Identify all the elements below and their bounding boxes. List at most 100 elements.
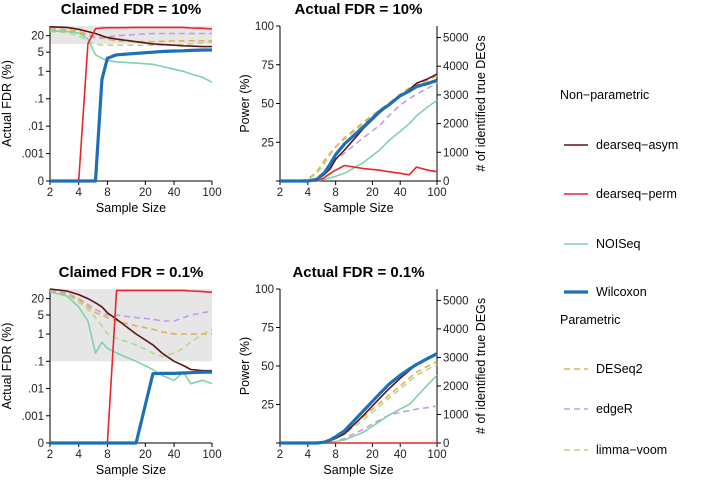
y-right-tick-label: 0: [443, 176, 449, 188]
legend: Non−parametric dearseq−asym dearseq−perm NO…: [560, 88, 678, 457]
x-tick-label: 8: [332, 449, 338, 461]
y-tick-label: .1: [34, 356, 44, 368]
x-tick-label: 2: [277, 449, 283, 461]
legend-item-label: DESeq2: [596, 362, 643, 376]
y-tick-label: 1: [38, 329, 44, 341]
y-right-tick-label: 2000: [443, 119, 469, 131]
x-tick-label: 40: [168, 187, 181, 199]
y-right-tick-label: 3000: [443, 352, 469, 364]
x-tick-label: 8: [104, 449, 110, 461]
x-axis-label: Sample Size: [323, 201, 393, 215]
series-line-Wilcoxon: [280, 78, 438, 183]
y-axis-label: Power (%): [238, 337, 252, 395]
y-right-tick-label: 0: [443, 438, 449, 450]
x-tick-label: 2: [47, 187, 53, 199]
y-axis-label: Actual FDR (%): [0, 323, 14, 410]
chart-panel-4: 2 4 8 20 40 100255075100010002000300040005000…: [238, 264, 488, 477]
y-tick-label: 5: [38, 47, 44, 59]
series-line-DESeq2: [49, 27, 212, 43]
x-tick-label: 4: [76, 187, 83, 199]
y-axis-label-right: # of identified true DEGs: [474, 35, 488, 171]
legend-item-label: dearseq−asym: [596, 138, 678, 152]
y-axis-label: Actual FDR (%): [0, 60, 14, 147]
series-line-edgeR: [49, 289, 213, 322]
series-line-Wilcoxon: [280, 352, 438, 445]
series-line-edgeR: [49, 30, 212, 40]
x-tick-label: 2: [47, 449, 53, 461]
x-tick-label: 20: [366, 449, 379, 461]
chart-panel-2: 2 4 8 20 40 100255075100010002000300040005000…: [238, 1, 488, 215]
y-tick-label: .01: [28, 384, 44, 396]
y-tick-label: 1: [38, 66, 44, 78]
x-tick-label: 20: [366, 187, 379, 199]
series-line-dearseq-asym: [49, 288, 212, 372]
y-tick-label: 0: [38, 438, 44, 450]
y-tick-label: 50: [261, 99, 274, 111]
x-tick-label: 100: [427, 187, 446, 199]
y-tick-label: 20: [31, 31, 44, 43]
series-line-dearseq-perm: [280, 164, 438, 182]
y-tick-label: 75: [261, 60, 274, 72]
y-right-tick-label: 4000: [443, 324, 469, 336]
legend-item-label: NOISeq: [596, 237, 641, 251]
y-tick-label: 25: [261, 137, 274, 149]
series-line-NOISeq: [49, 30, 213, 83]
x-tick-label: 8: [332, 187, 338, 199]
series-line-Wilcoxon: [50, 48, 212, 183]
series-line-dearseq-asym: [49, 26, 212, 48]
series-line-limma-voom: [49, 30, 213, 47]
x-tick-label: 4: [305, 187, 312, 199]
legend-group-title: Non−parametric: [560, 88, 649, 102]
y-tick-label: 75: [261, 323, 274, 335]
y-axis-label-right: # of identified true DEGs: [474, 298, 488, 434]
y-right-tick-label: 1000: [443, 409, 469, 421]
legend-item-label: edgeR: [596, 402, 633, 416]
x-tick-label: 8: [104, 187, 110, 199]
y-tick-label: 100: [255, 284, 274, 296]
y-tick-label: 5: [38, 310, 44, 322]
y-tick-label: 20: [31, 294, 44, 306]
series-line-NOISeq: [49, 291, 213, 385]
legend-item-label: dearseq−perm: [596, 187, 677, 201]
x-tick-label: 100: [202, 187, 221, 199]
panel-title: Claimed FDR = 0.1%: [59, 264, 204, 281]
x-axis-label: Sample Size: [96, 201, 166, 215]
y-right-tick-label: 5000: [443, 32, 469, 44]
x-tick-label: 40: [394, 449, 407, 461]
legend-item-label: Wilcoxon: [596, 285, 647, 299]
series-line-DESeq2: [49, 290, 212, 335]
x-tick-label: 2: [277, 187, 283, 199]
series-line-DESeq2: [280, 74, 438, 182]
x-axis-label: Sample Size: [96, 463, 166, 477]
x-tick-label: 100: [427, 449, 446, 461]
series-line-limma-voom: [49, 290, 213, 358]
panel-title: Claimed FDR = 10%: [61, 1, 201, 18]
y-tick-label: .001: [22, 411, 44, 423]
x-tick-label: 100: [202, 449, 221, 461]
x-tick-label: 4: [305, 449, 312, 461]
x-tick-label: 4: [76, 449, 83, 461]
y-tick-label: 50: [261, 361, 274, 373]
x-tick-label: 20: [139, 187, 152, 199]
y-tick-label: .001: [22, 149, 44, 161]
series-line-dearseq-perm: [50, 26, 213, 182]
y-right-tick-label: 4000: [443, 61, 469, 73]
chart-panel-3: 2 4 8 20 40 100 0 .001 .01 .1 1 5 20 Claimed FDR = 0.…: [0, 264, 222, 477]
panel-title: Actual FDR = 0.1%: [292, 264, 424, 281]
y-tick-label: 0: [38, 176, 44, 188]
series-line-Wilcoxon: [50, 370, 212, 445]
y-axis-label: Power (%): [238, 74, 252, 132]
panel-title: Actual FDR = 10%: [295, 1, 423, 18]
y-tick-label: .01: [28, 121, 44, 133]
y-right-tick-label: 5000: [443, 295, 469, 307]
y-right-tick-label: 1000: [443, 147, 469, 159]
y-right-tick-label: 2000: [443, 381, 469, 393]
legend-group-title: Parametric: [560, 313, 620, 327]
claimed-fdr-band: [50, 289, 212, 362]
y-tick-label: 100: [255, 21, 274, 33]
x-tick-label: 40: [394, 187, 407, 199]
y-tick-label: 25: [261, 400, 274, 412]
legend-item-label: limma−voom: [596, 443, 667, 457]
chart-panel-1: 2 4 8 20 40 100 0 .001 .01 .1 1 5 20 Claimed FDR = 10…: [0, 1, 222, 215]
